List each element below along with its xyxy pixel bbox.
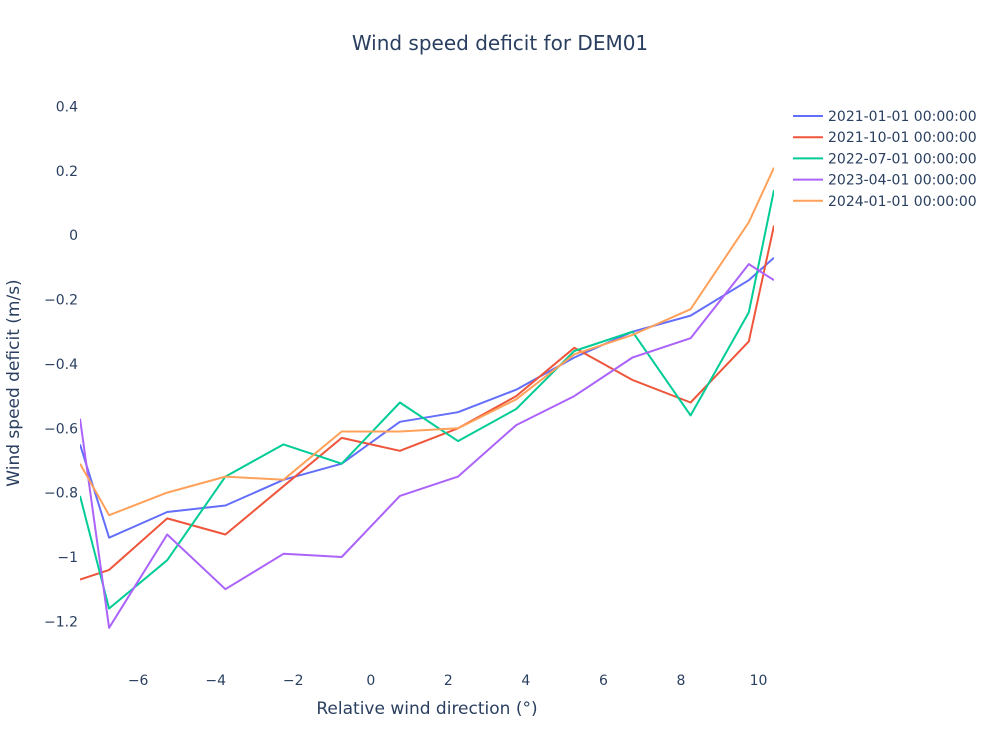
series-line-2[interactable] — [80, 225, 774, 581]
y-tick-label: −0.8 — [44, 486, 78, 502]
y-tick-label: 0.2 — [56, 164, 78, 180]
legend-item-2[interactable]: 2021-10-01 00:00:00 — [793, 130, 977, 146]
legend-item-3[interactable]: 2022-07-01 00:00:00 — [793, 151, 977, 167]
legend-label: 2022-07-01 00:00:00 — [828, 151, 977, 167]
x-tick-label: 4 — [521, 673, 530, 689]
legend-label: 2021-10-01 00:00:00 — [828, 130, 977, 146]
x-tick-label: 8 — [676, 673, 685, 689]
series-line-1[interactable] — [80, 256, 774, 539]
series-line-3[interactable] — [80, 189, 774, 610]
y-tick-label: −0.4 — [44, 357, 78, 373]
y-axis-ticks: 0.4 0.2 0 −0.2 −0.4 −0.6 −0.8 −1 −1.2 — [44, 99, 78, 630]
legend-label: 2023-04-01 00:00:00 — [828, 173, 977, 189]
x-tick-label: −4 — [205, 673, 226, 689]
y-tick-label: −1.2 — [44, 614, 78, 630]
legend-item-4[interactable]: 2023-04-01 00:00:00 — [793, 173, 977, 189]
y-tick-label: 0 — [69, 228, 78, 244]
x-tick-label: −6 — [128, 673, 149, 689]
x-axis-ticks: −6 −4 −2 0 2 4 6 8 10 — [128, 673, 768, 689]
y-tick-label: −1 — [57, 550, 78, 566]
legend-label: 2021-01-01 00:00:00 — [828, 109, 977, 125]
series-line-5[interactable] — [80, 167, 774, 517]
legend-item-5[interactable]: 2024-01-01 00:00:00 — [793, 194, 977, 210]
x-tick-label: 6 — [599, 673, 608, 689]
x-tick-label: 2 — [444, 673, 453, 689]
y-tick-label: −0.2 — [44, 293, 78, 309]
series-line-4[interactable] — [80, 263, 774, 629]
series-layer — [80, 167, 774, 629]
y-tick-label: 0.4 — [56, 99, 78, 115]
y-tick-label: −0.6 — [44, 421, 78, 437]
legend[interactable]: 2021-01-01 00:00:00 2021-10-01 00:00:00 20… — [793, 109, 977, 210]
y-axis-title: Wind speed deficit (m/s) — [4, 279, 24, 486]
x-tick-label: 10 — [750, 673, 768, 689]
x-tick-label: −2 — [283, 673, 304, 689]
legend-label: 2024-01-01 00:00:00 — [828, 194, 977, 210]
legend-item-1[interactable]: 2021-01-01 00:00:00 — [793, 109, 977, 125]
x-tick-label: 0 — [366, 673, 375, 689]
chart-title: Wind speed deficit for DEM01 — [352, 31, 648, 55]
x-axis-title: Relative wind direction (°) — [316, 699, 537, 719]
